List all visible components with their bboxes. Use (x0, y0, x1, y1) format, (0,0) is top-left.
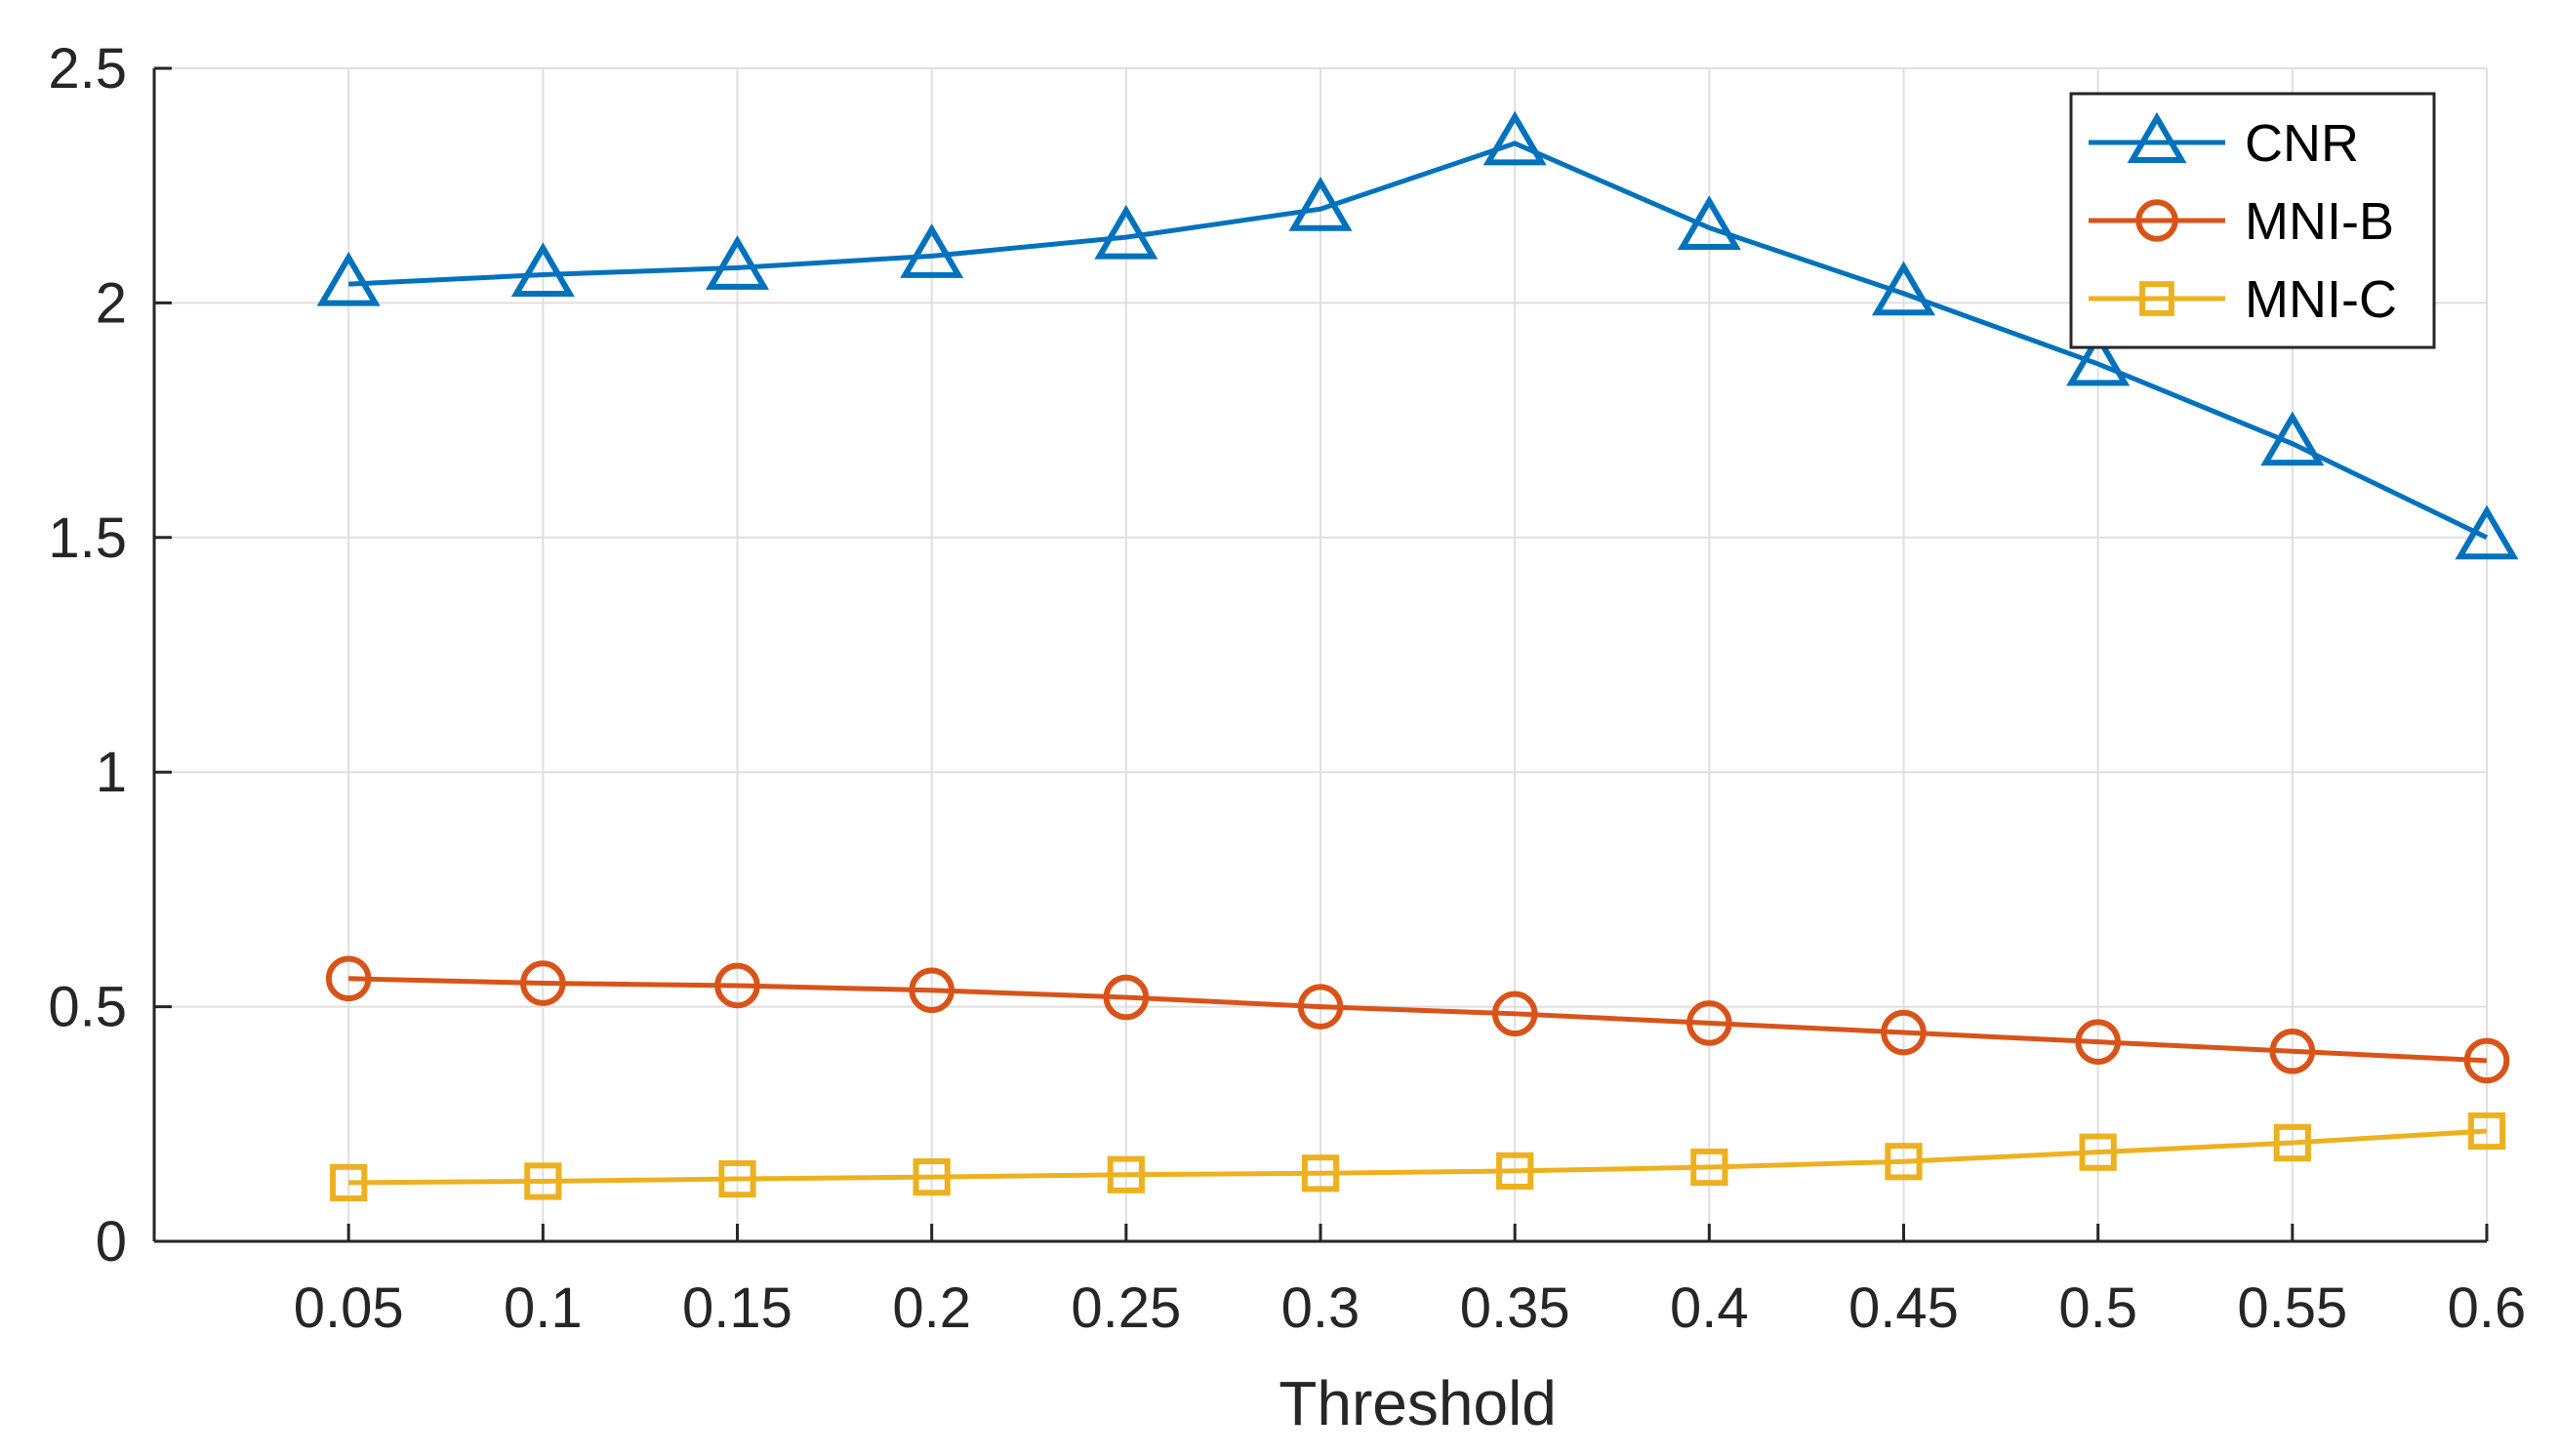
legend-label: MNI-C (2245, 270, 2397, 329)
series-mni-b (325, 955, 2510, 1084)
data-point-circle (1103, 974, 1150, 1021)
x-tick-label: 0.15 (682, 1276, 792, 1340)
data-point-triangle (2260, 411, 2325, 466)
data-point-triangle (510, 242, 575, 298)
legend: CNR MNI-B MNI-C (2069, 92, 2436, 349)
data-point-triangle (316, 251, 381, 306)
legend-marker-circle (2135, 199, 2178, 242)
series-line (348, 141, 2489, 541)
data-point-triangle (900, 223, 964, 278)
data-point-circle (2269, 1028, 2316, 1074)
data-point-circle (325, 955, 372, 1002)
data-point-triangle (1677, 195, 1741, 250)
data-point-square (1690, 1148, 1728, 1187)
x-tick-label: 0.1 (504, 1276, 583, 1340)
data-point-square (1301, 1154, 1340, 1193)
legend-marker-square (2139, 281, 2174, 316)
legend-item-cnr: CNR (2089, 111, 2359, 173)
data-point-triangle (705, 235, 770, 290)
y-tick-label: 0 (96, 1210, 127, 1274)
legend-item-mni-b: MNI-B (2089, 192, 2394, 251)
y-tick-label: 1.5 (48, 506, 127, 570)
data-point-triangle (2455, 505, 2519, 560)
data-point-circle (1297, 984, 1344, 1030)
x-tick-label: 0.2 (892, 1276, 971, 1340)
series-line (348, 1128, 2488, 1186)
x-axis-ticks: 0.05 0.1 0.15 0.2 0.25 0.3 0.35 0.4 0.45 0.5 0.55 0… (294, 1224, 2527, 1340)
x-tick-label: 0.25 (1071, 1276, 1181, 1340)
legend-label: CNR (2245, 114, 2359, 173)
data-point-triangle (1871, 261, 1936, 316)
x-tick-label: 0.4 (1670, 1276, 1749, 1340)
series-mni-c (330, 1112, 2506, 1202)
x-tick-label: 0.35 (1460, 1276, 1570, 1340)
x-tick-label: 0.55 (2237, 1276, 2347, 1340)
data-point-square (330, 1163, 368, 1202)
data-point-square (1496, 1152, 1534, 1191)
data-point-square (913, 1158, 951, 1196)
y-tick-label: 1 (96, 741, 127, 804)
data-point-square (1107, 1155, 1145, 1193)
data-point-triangle (1288, 176, 1353, 231)
x-tick-label: 0.05 (294, 1276, 404, 1340)
data-point-square (2079, 1133, 2117, 1171)
y-tick-label: 0.5 (48, 976, 127, 1039)
data-point-square (524, 1162, 562, 1200)
data-point-triangle (2066, 331, 2131, 386)
data-point-square (1885, 1143, 1923, 1181)
data-point-square (2467, 1112, 2506, 1151)
data-point-circle (520, 960, 566, 1006)
x-tick-label: 0.3 (1281, 1276, 1361, 1340)
data-point-circle (1491, 991, 1538, 1037)
data-point-circle (2075, 1019, 2121, 1065)
y-tick-label: 2 (96, 271, 127, 335)
data-point-circle (714, 962, 760, 1009)
x-tick-label: 0.5 (2058, 1276, 2137, 1340)
legend-marker-triangle (2127, 111, 2187, 163)
data-point-circle (1686, 1000, 1732, 1046)
data-point-square (2273, 1123, 2311, 1162)
data-point-triangle (1483, 110, 1547, 166)
data-point-circle (909, 967, 955, 1014)
series-cnr (316, 110, 2519, 560)
y-axis-ticks: 0 0.5 1 1.5 2 2.5 (48, 37, 172, 1274)
data-point-triangle (1094, 204, 1158, 260)
data-point-square (718, 1159, 756, 1198)
x-tick-label: 0.6 (2448, 1276, 2527, 1340)
x-axis-label: Threshold (1279, 1368, 1557, 1438)
x-tick-label: 0.45 (1848, 1276, 1959, 1340)
legend-label: MNI-B (2245, 192, 2394, 251)
data-point-circle (1881, 1009, 1927, 1056)
data-point-circle (2463, 1037, 2510, 1084)
series-layer (316, 110, 2519, 1202)
y-tick-label: 2.5 (48, 37, 127, 101)
series-line (348, 976, 2488, 1064)
legend-item-mni-c: MNI-C (2089, 270, 2397, 329)
